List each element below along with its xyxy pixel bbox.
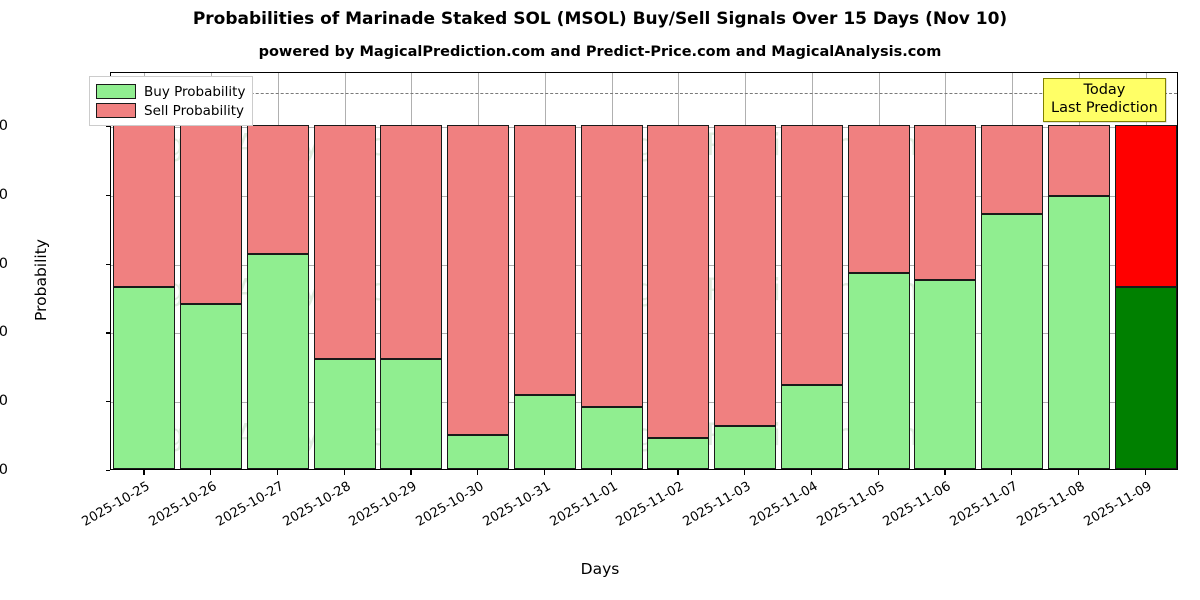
gridline-y-60 — [111, 264, 1177, 266]
y-tick-mark — [106, 332, 110, 334]
bar-group — [380, 73, 443, 469]
today-annotation: Today Last Prediction — [1043, 78, 1166, 123]
bar-segment-buy — [1047, 195, 1110, 469]
x-tick-mark — [1144, 470, 1146, 475]
x-tick-mark — [677, 470, 679, 475]
bar-segment-sell — [1114, 125, 1177, 287]
legend-label-sell: Sell Probability — [144, 102, 245, 119]
bar-segment-sell — [847, 125, 910, 273]
bar-segment-sell — [780, 125, 843, 385]
y-tick-mark — [106, 126, 110, 128]
bar-segment-sell — [180, 125, 243, 304]
chart-title: Probabilities of Marinade Staked SOL (MS… — [192, 9, 1008, 29]
legend-label-buy: Buy Probability — [144, 83, 246, 100]
bar-group — [647, 73, 710, 469]
y-axis-label: Probability — [32, 239, 50, 321]
bar-segment-buy — [647, 438, 710, 469]
plot-area: MagicalAnalysis.comMagicalPrediction.com… — [110, 72, 1178, 470]
bar-segment-buy — [714, 426, 777, 469]
legend-swatch-buy — [96, 84, 136, 99]
y-tick-label: 60 — [0, 255, 8, 272]
y-tick-mark — [106, 470, 110, 472]
gridline-y-80 — [111, 195, 1177, 197]
x-axis-label: Days — [580, 560, 620, 578]
gridline-y-40 — [111, 333, 1177, 335]
bar-group — [1047, 73, 1110, 469]
legend: Buy Probability Sell Probability — [89, 76, 254, 126]
bar-segment-buy — [513, 395, 576, 469]
y-tick-label: 80 — [0, 186, 8, 203]
bar-group — [1114, 73, 1177, 469]
x-tick-mark — [744, 470, 746, 475]
bar-segment-buy — [380, 358, 443, 469]
bar-segment-buy — [113, 286, 176, 469]
bar-group — [847, 73, 910, 469]
bar-group — [981, 73, 1044, 469]
x-tick-mark — [477, 470, 479, 475]
bar-segment-sell — [380, 125, 443, 359]
bar-segment-sell — [313, 125, 376, 359]
chart-subtitle: powered by MagicalPrediction.com and Pre… — [258, 44, 942, 60]
x-tick-mark — [543, 470, 546, 475]
bar-segment-sell — [580, 125, 643, 408]
x-tick-mark — [944, 470, 946, 475]
bar-group — [513, 73, 576, 469]
bar-segment-buy — [780, 384, 843, 469]
bar-group — [313, 73, 376, 469]
y-tick-label: 100 — [0, 118, 8, 134]
bar-segment-buy — [1114, 286, 1177, 469]
y-tick-mark — [106, 194, 110, 196]
bar-segment-buy — [580, 407, 643, 469]
bar-segment-sell — [113, 125, 176, 287]
y-tick-label: 40 — [0, 324, 8, 341]
bar-segment-buy — [447, 434, 510, 469]
gridline-y-20 — [111, 402, 1177, 404]
bar-group — [780, 73, 843, 469]
y-tick-mark — [106, 263, 110, 265]
bar-segment-buy — [246, 254, 309, 469]
x-tick-mark — [877, 470, 879, 475]
today-annotation-line1: Today — [1083, 82, 1126, 98]
bar-group — [914, 73, 977, 469]
bar-group — [447, 73, 510, 469]
bar-group — [113, 73, 176, 469]
x-tick-mark — [1011, 470, 1013, 475]
x-tick-mark — [1077, 470, 1080, 475]
today-annotation-line2: Last Prediction — [1051, 99, 1158, 116]
y-tick-mark — [106, 401, 110, 403]
bar-group — [714, 73, 777, 469]
bar-segment-buy — [180, 303, 243, 469]
x-tick-mark — [810, 470, 813, 475]
bar-segment-sell — [714, 125, 777, 426]
bar-segment-buy — [914, 279, 977, 469]
reference-line — [111, 92, 1177, 94]
bar-segment-sell — [513, 125, 576, 396]
legend-swatch-sell — [96, 103, 136, 118]
bar-group — [180, 73, 243, 469]
bar-segment-buy — [847, 272, 910, 469]
bar-segment-sell — [914, 125, 977, 280]
bar-group — [246, 73, 309, 469]
legend-item-sell: Sell Probability — [96, 101, 245, 120]
bar-segment-buy — [313, 358, 376, 469]
bar-segment-sell — [1047, 125, 1110, 196]
x-tick-mark — [210, 470, 212, 475]
x-tick-mark — [276, 470, 279, 475]
gridline-y-100 — [111, 127, 1177, 128]
bar-segment-sell — [647, 125, 710, 439]
bar-segment-sell — [447, 125, 510, 435]
bar-segment-buy — [981, 214, 1044, 469]
x-tick-mark — [610, 470, 612, 475]
bar-segment-sell — [246, 125, 309, 254]
bar-group — [580, 73, 643, 469]
y-tick-label: 20 — [0, 393, 8, 410]
bar-segment-sell — [981, 125, 1044, 215]
legend-item-buy: Buy Probability — [96, 82, 245, 101]
y-tick-label: 0 — [0, 462, 8, 478]
x-tick-mark — [410, 470, 412, 475]
x-tick-mark — [343, 470, 345, 475]
x-tick-mark — [143, 470, 145, 475]
